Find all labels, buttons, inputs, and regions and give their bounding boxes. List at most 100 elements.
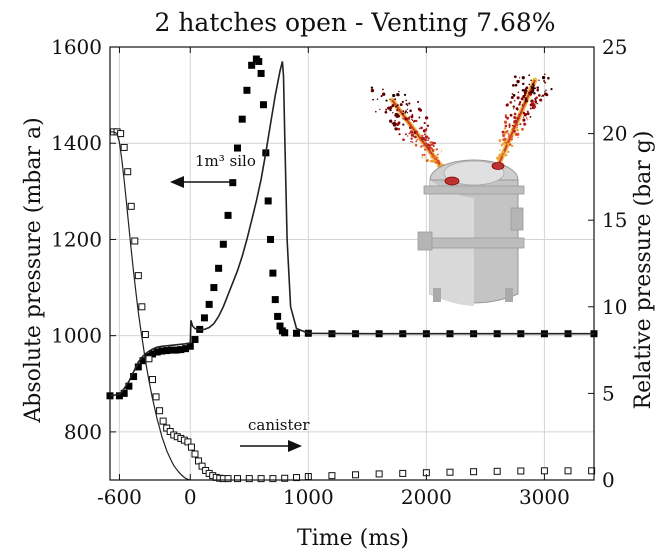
jet-particle (394, 112, 398, 117)
data-point (195, 457, 203, 465)
jet-particle (392, 93, 396, 98)
jet-particle (513, 100, 516, 102)
jet-particle (528, 83, 531, 86)
jet-particle (425, 159, 428, 162)
jet-particle (516, 116, 520, 120)
data-point (446, 468, 454, 476)
data-point (156, 407, 164, 415)
jet-particle (370, 86, 374, 89)
jet-particle (404, 117, 408, 121)
y-tick-label-right: 25 (602, 35, 627, 59)
jet-particle (541, 75, 546, 80)
jet-particle (402, 110, 405, 113)
jet-particle (516, 96, 520, 100)
jet-particle (414, 143, 418, 147)
jet-particle (401, 100, 404, 104)
jet-particle (421, 153, 424, 157)
jet-particle (382, 92, 386, 96)
data-point (139, 357, 147, 365)
jet-particle (502, 154, 505, 157)
jet-particle (396, 109, 399, 112)
y-tick-label-left: 800 (64, 420, 102, 444)
jet-particle (507, 133, 509, 135)
data-point (276, 322, 284, 330)
data-point (134, 363, 142, 371)
jet-particle (423, 122, 426, 125)
jet-particle (533, 87, 536, 90)
jet-particle (416, 139, 419, 141)
jet-particle (524, 97, 528, 100)
jet-particle (437, 159, 440, 163)
jet-particle (533, 105, 537, 109)
jet-particle (408, 102, 411, 105)
jet-particle (526, 112, 530, 116)
jet-particle (521, 104, 524, 106)
jet-particle (524, 99, 528, 103)
jet-particle (423, 153, 426, 157)
jet-particle (391, 104, 395, 108)
jet-particle (522, 95, 526, 98)
jet-particle (516, 132, 520, 136)
jet-particle (513, 75, 517, 79)
jet-particle (511, 128, 514, 130)
data-point (257, 475, 265, 483)
jet-particle (406, 112, 409, 114)
jet-particle (520, 111, 522, 114)
jet-particle (437, 153, 439, 156)
jet-particle (394, 98, 397, 101)
data-point (124, 168, 132, 176)
jet-particle (399, 103, 403, 107)
data-point (493, 467, 501, 475)
jet-particle (436, 156, 439, 159)
jet-particle (395, 105, 397, 108)
data-point (224, 475, 232, 483)
data-point (352, 471, 360, 479)
data-point (163, 347, 171, 355)
jet-particle (424, 116, 429, 120)
jet-particle (405, 99, 408, 102)
data-point (131, 237, 139, 245)
jet-particle (413, 121, 415, 123)
y-tick-label-right: 15 (602, 208, 627, 232)
data-point (205, 300, 213, 308)
jet-particle (536, 102, 539, 105)
data-point (167, 346, 175, 354)
jet-particle (416, 130, 419, 133)
jet-particle (501, 130, 505, 134)
data-point (274, 312, 282, 320)
jet-particle (421, 156, 424, 159)
jet-particle (429, 146, 433, 150)
jet-particle (391, 122, 394, 125)
jet-particle (503, 120, 508, 124)
data-point (293, 329, 301, 337)
jet-particle (518, 113, 521, 116)
data-point (184, 438, 192, 446)
jet-particle (392, 123, 397, 127)
jet-particle (505, 154, 508, 157)
jet-particle (513, 108, 515, 110)
jet-particle (525, 117, 528, 119)
jet-particle (430, 144, 433, 147)
jet-particle (522, 118, 526, 122)
data-point (187, 443, 195, 451)
jet-particle (370, 88, 375, 93)
jet-particle (513, 120, 517, 124)
jet-particle (504, 114, 508, 117)
jet-particle (516, 84, 518, 86)
jet-particle (523, 91, 527, 95)
jet-particle (424, 135, 429, 139)
jet-particle (420, 145, 423, 148)
jet-particle (410, 137, 413, 140)
jet-particle (413, 131, 417, 135)
x-tick-label: 1000 (283, 485, 334, 509)
jet-particle (410, 133, 414, 137)
data-point (238, 115, 246, 123)
jet-particle (434, 161, 437, 164)
jet-particle (432, 145, 435, 147)
jet-particle (508, 125, 511, 128)
ticks: -600 0 1000 2000 3000 800 1000 1200 1400 1600 0 5 10… (51, 35, 627, 509)
jet-particle (508, 143, 512, 146)
jet-particle (523, 102, 526, 104)
data-point (259, 101, 267, 109)
